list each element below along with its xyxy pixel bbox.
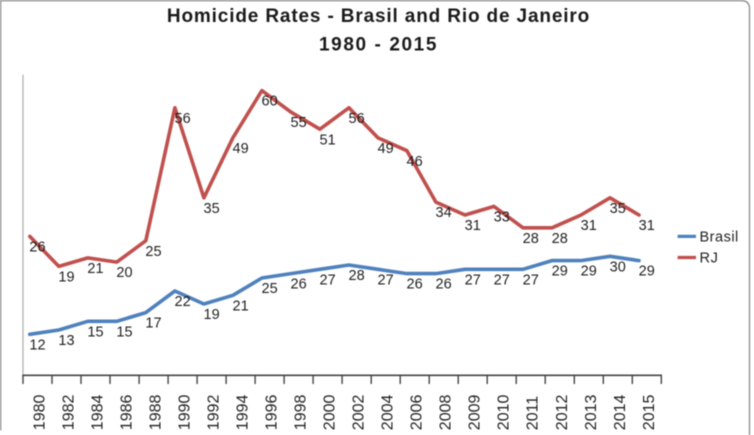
svg-text:29: 29 xyxy=(552,264,568,280)
svg-text:49: 49 xyxy=(378,141,394,157)
svg-text:46: 46 xyxy=(407,154,423,170)
svg-text:31: 31 xyxy=(639,218,655,234)
svg-text:35: 35 xyxy=(610,201,626,217)
svg-text:1992: 1992 xyxy=(206,395,223,431)
svg-text:27: 27 xyxy=(378,272,394,288)
svg-text:15: 15 xyxy=(87,324,103,340)
svg-text:55: 55 xyxy=(291,115,307,131)
svg-text:28: 28 xyxy=(349,268,365,284)
svg-text:2000: 2000 xyxy=(322,395,339,431)
svg-text:2014: 2014 xyxy=(612,395,629,431)
svg-text:27: 27 xyxy=(465,272,481,288)
svg-text:1986: 1986 xyxy=(119,395,136,431)
svg-text:21: 21 xyxy=(233,298,249,314)
svg-text:27: 27 xyxy=(523,272,539,288)
svg-text:25: 25 xyxy=(262,281,278,297)
svg-text:1984: 1984 xyxy=(90,395,107,431)
svg-text:17: 17 xyxy=(145,316,161,332)
svg-text:Brasil: Brasil xyxy=(700,229,739,245)
svg-text:30: 30 xyxy=(610,259,626,275)
svg-text:1980: 1980 xyxy=(32,395,49,431)
svg-text:26: 26 xyxy=(407,277,423,293)
svg-text:1982: 1982 xyxy=(61,395,78,431)
svg-text:25: 25 xyxy=(145,244,161,260)
svg-text:1994: 1994 xyxy=(235,395,252,431)
svg-text:2015: 2015 xyxy=(641,395,658,431)
svg-text:27: 27 xyxy=(494,272,510,288)
svg-text:13: 13 xyxy=(58,333,74,349)
svg-text:19: 19 xyxy=(58,270,74,286)
svg-text:19: 19 xyxy=(204,307,220,323)
svg-text:RJ: RJ xyxy=(700,251,719,267)
svg-text:28: 28 xyxy=(523,231,539,247)
svg-text:12: 12 xyxy=(29,337,45,353)
svg-text:20: 20 xyxy=(116,265,132,281)
svg-text:1998: 1998 xyxy=(293,395,310,431)
svg-text:27: 27 xyxy=(320,272,336,288)
svg-text:31: 31 xyxy=(465,218,481,234)
svg-text:34: 34 xyxy=(436,205,452,221)
svg-text:15: 15 xyxy=(116,324,132,340)
svg-text:21: 21 xyxy=(87,261,103,277)
svg-text:2006: 2006 xyxy=(409,395,426,431)
svg-text:Homicide Rates - Brasil and Ri: Homicide Rates - Brasil and Rio de Janei… xyxy=(167,6,590,27)
svg-text:35: 35 xyxy=(204,201,220,217)
svg-text:2010: 2010 xyxy=(496,395,513,431)
svg-text:33: 33 xyxy=(494,210,510,226)
svg-text:22: 22 xyxy=(175,294,191,310)
svg-text:1990: 1990 xyxy=(177,395,194,431)
svg-text:1996: 1996 xyxy=(264,395,281,431)
svg-text:26: 26 xyxy=(29,240,45,256)
svg-text:2002: 2002 xyxy=(351,395,368,431)
svg-text:2008: 2008 xyxy=(438,395,455,431)
svg-text:2012: 2012 xyxy=(554,395,571,431)
svg-text:2011: 2011 xyxy=(525,396,542,431)
svg-text:29: 29 xyxy=(639,264,655,280)
svg-text:56: 56 xyxy=(349,111,365,127)
svg-text:29: 29 xyxy=(581,264,597,280)
svg-text:2004: 2004 xyxy=(380,395,397,431)
svg-text:1980 - 2015: 1980 - 2015 xyxy=(319,34,438,55)
svg-text:28: 28 xyxy=(552,231,568,247)
svg-text:2009: 2009 xyxy=(467,395,484,431)
svg-text:56: 56 xyxy=(175,111,191,127)
svg-text:51: 51 xyxy=(320,132,336,148)
svg-text:31: 31 xyxy=(581,218,597,234)
svg-text:49: 49 xyxy=(233,141,249,157)
svg-text:1988: 1988 xyxy=(148,395,165,431)
svg-text:26: 26 xyxy=(291,277,307,293)
svg-text:60: 60 xyxy=(262,94,278,110)
svg-text:2013: 2013 xyxy=(583,395,600,431)
svg-text:26: 26 xyxy=(436,277,452,293)
